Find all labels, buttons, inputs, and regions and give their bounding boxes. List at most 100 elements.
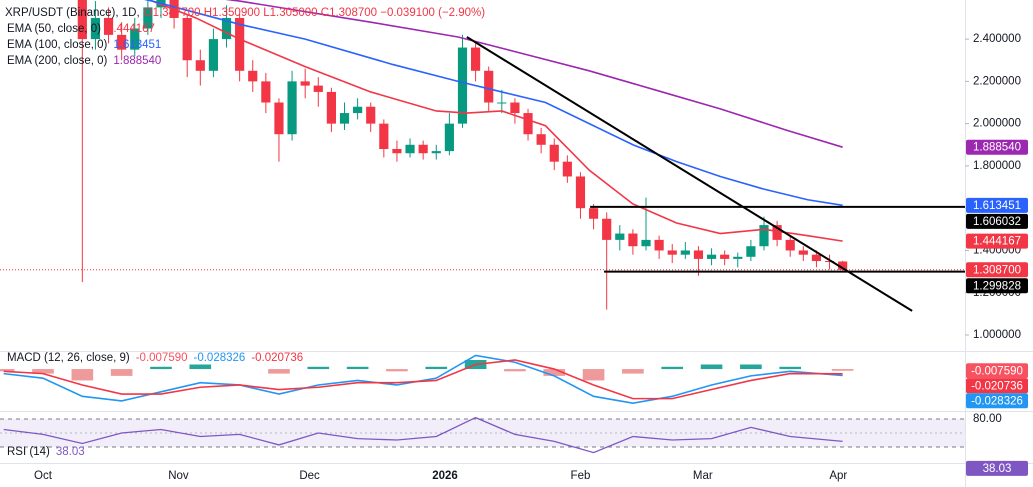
macd-histogram-bar	[32, 369, 54, 374]
y-tick-label: 1.800000	[973, 160, 1021, 172]
candle-body	[208, 39, 219, 71]
macd-histogram-bar	[268, 369, 290, 374]
candle-body	[706, 254, 717, 259]
macd-histogram-bar	[150, 366, 172, 370]
candle-body	[418, 144, 428, 154]
candle-body	[444, 123, 454, 152]
candle-body	[103, 17, 114, 35]
candle-body	[497, 102, 507, 104]
candle-body	[693, 250, 704, 259]
candle-body	[641, 239, 651, 247]
price-tag-label: 1.444167	[973, 236, 1021, 248]
candle-body	[510, 102, 520, 114]
price-tag-label: -0.028326	[971, 395, 1023, 407]
candle-body	[733, 256, 743, 259]
price-tag	[966, 262, 1028, 278]
price-tag	[966, 213, 1028, 229]
macd-histogram-bar	[0, 369, 15, 372]
macd-histogram-bar	[346, 366, 369, 370]
macd-histogram-bar	[740, 364, 762, 370]
price-tag	[966, 139, 1028, 155]
legend-label: EMA (50, close, 0)	[7, 23, 101, 35]
y-tick-label: 1.400000	[973, 244, 1021, 256]
macd-histogram-bar	[543, 369, 566, 376]
candle-body	[90, 17, 101, 40]
candle-body	[811, 254, 822, 262]
candle-body	[602, 218, 612, 240]
candle-body	[405, 144, 415, 154]
candle-body	[549, 144, 559, 162]
y-tick-label: 80.00	[973, 413, 1002, 425]
candle-body	[379, 123, 389, 150]
macd-histogram-bar	[661, 366, 684, 370]
candle-body	[235, 17, 245, 71]
candle-body	[667, 250, 677, 255]
ema-line	[143, 0, 843, 207]
price-tag	[966, 233, 1028, 249]
candle-body	[471, 47, 481, 71]
rsi-line	[3, 416, 843, 454]
macd-histogram-bar	[622, 369, 644, 374]
y-tick-label: 2.200000	[973, 75, 1021, 87]
macd-histogram-bar	[71, 369, 94, 381]
candle-body	[130, 28, 140, 50]
candle-body	[575, 176, 586, 209]
price-tag-label: 1.606032	[973, 216, 1021, 228]
x-tick-label: Dec	[299, 470, 320, 482]
price-tag	[966, 197, 1028, 213]
candle-body	[838, 261, 848, 270]
x-tick-label: Apr	[829, 470, 847, 482]
ema-line	[225, 0, 843, 148]
overlay: OctNovDec2026FebMarApr1.0000001.2000001.…	[5, 7, 1028, 482]
candle-body	[536, 134, 546, 145]
ema-line	[147, 0, 843, 242]
candle-body	[274, 102, 284, 135]
rsi-legend-value: 38.03	[56, 446, 85, 458]
y-tick-label: 2.400000	[973, 33, 1021, 45]
macd-histogram-bar	[779, 366, 802, 370]
candle-body	[143, 7, 153, 29]
macd-histogram-bar	[700, 364, 723, 370]
candle-body	[759, 225, 769, 247]
candle-body	[615, 233, 625, 240]
price-tag-label: 1.888540	[973, 142, 1021, 154]
candle-body	[117, 34, 127, 50]
candle-body	[457, 47, 468, 124]
candle-body	[431, 151, 441, 154]
chart-title: XRP/USDT (Binance), 1D,	[5, 7, 140, 19]
candle-body	[798, 250, 808, 255]
macd-histogram-bar	[425, 366, 448, 370]
candle-body	[248, 70, 258, 82]
x-tick-label: Nov	[168, 470, 189, 482]
candle-body	[523, 113, 533, 135]
trendline	[466, 36, 913, 312]
candle-body	[484, 70, 494, 103]
macd-histogram-bar	[582, 369, 605, 381]
candle-body	[628, 233, 638, 247]
candle-body	[562, 161, 572, 177]
candle-body	[746, 246, 756, 257]
macd-title: MACD (12, 26, close, 9)	[7, 352, 130, 364]
candle-body	[339, 113, 350, 124]
candle-body	[824, 261, 835, 263]
candle-body	[353, 106, 363, 114]
price-tag	[966, 278, 1028, 294]
candle-body	[392, 149, 402, 154]
candle-body	[182, 17, 192, 61]
x-tick-label: Mar	[693, 470, 713, 482]
price-tag-label: -0.007590	[971, 365, 1023, 377]
legend-label: EMA (100, close, 0)	[7, 39, 108, 51]
candle-body	[261, 81, 271, 103]
rsi-pane	[0, 416, 965, 454]
legend-label: EMA (200, close, 0)	[7, 55, 108, 67]
candle-body	[680, 250, 690, 255]
candle-body	[221, 17, 232, 40]
legend-value: 1.613451	[113, 39, 161, 51]
legend-value: 1.888540	[113, 55, 161, 67]
candle-body	[77, 0, 87, 40]
price-tag	[966, 378, 1028, 394]
y-tick-label: 1.000000	[973, 329, 1021, 341]
macd-histogram-bar	[189, 364, 212, 370]
candle-body	[326, 91, 336, 124]
